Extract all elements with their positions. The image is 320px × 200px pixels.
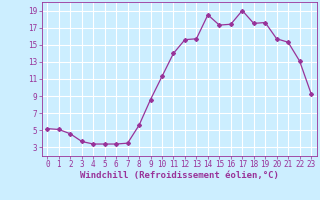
X-axis label: Windchill (Refroidissement éolien,°C): Windchill (Refroidissement éolien,°C): [80, 171, 279, 180]
